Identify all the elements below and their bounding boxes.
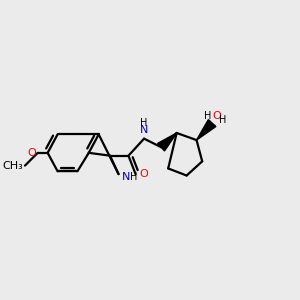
Text: H: H — [130, 172, 137, 182]
Text: H: H — [140, 118, 148, 128]
Polygon shape — [158, 133, 177, 151]
Text: N: N — [140, 125, 148, 135]
Text: CH₃: CH₃ — [3, 160, 23, 171]
Polygon shape — [196, 120, 216, 140]
Text: O: O — [140, 169, 148, 179]
Text: N: N — [122, 172, 130, 182]
Text: H: H — [219, 115, 226, 125]
Text: O: O — [212, 111, 221, 121]
Text: O: O — [27, 148, 36, 158]
Text: H: H — [204, 111, 211, 121]
